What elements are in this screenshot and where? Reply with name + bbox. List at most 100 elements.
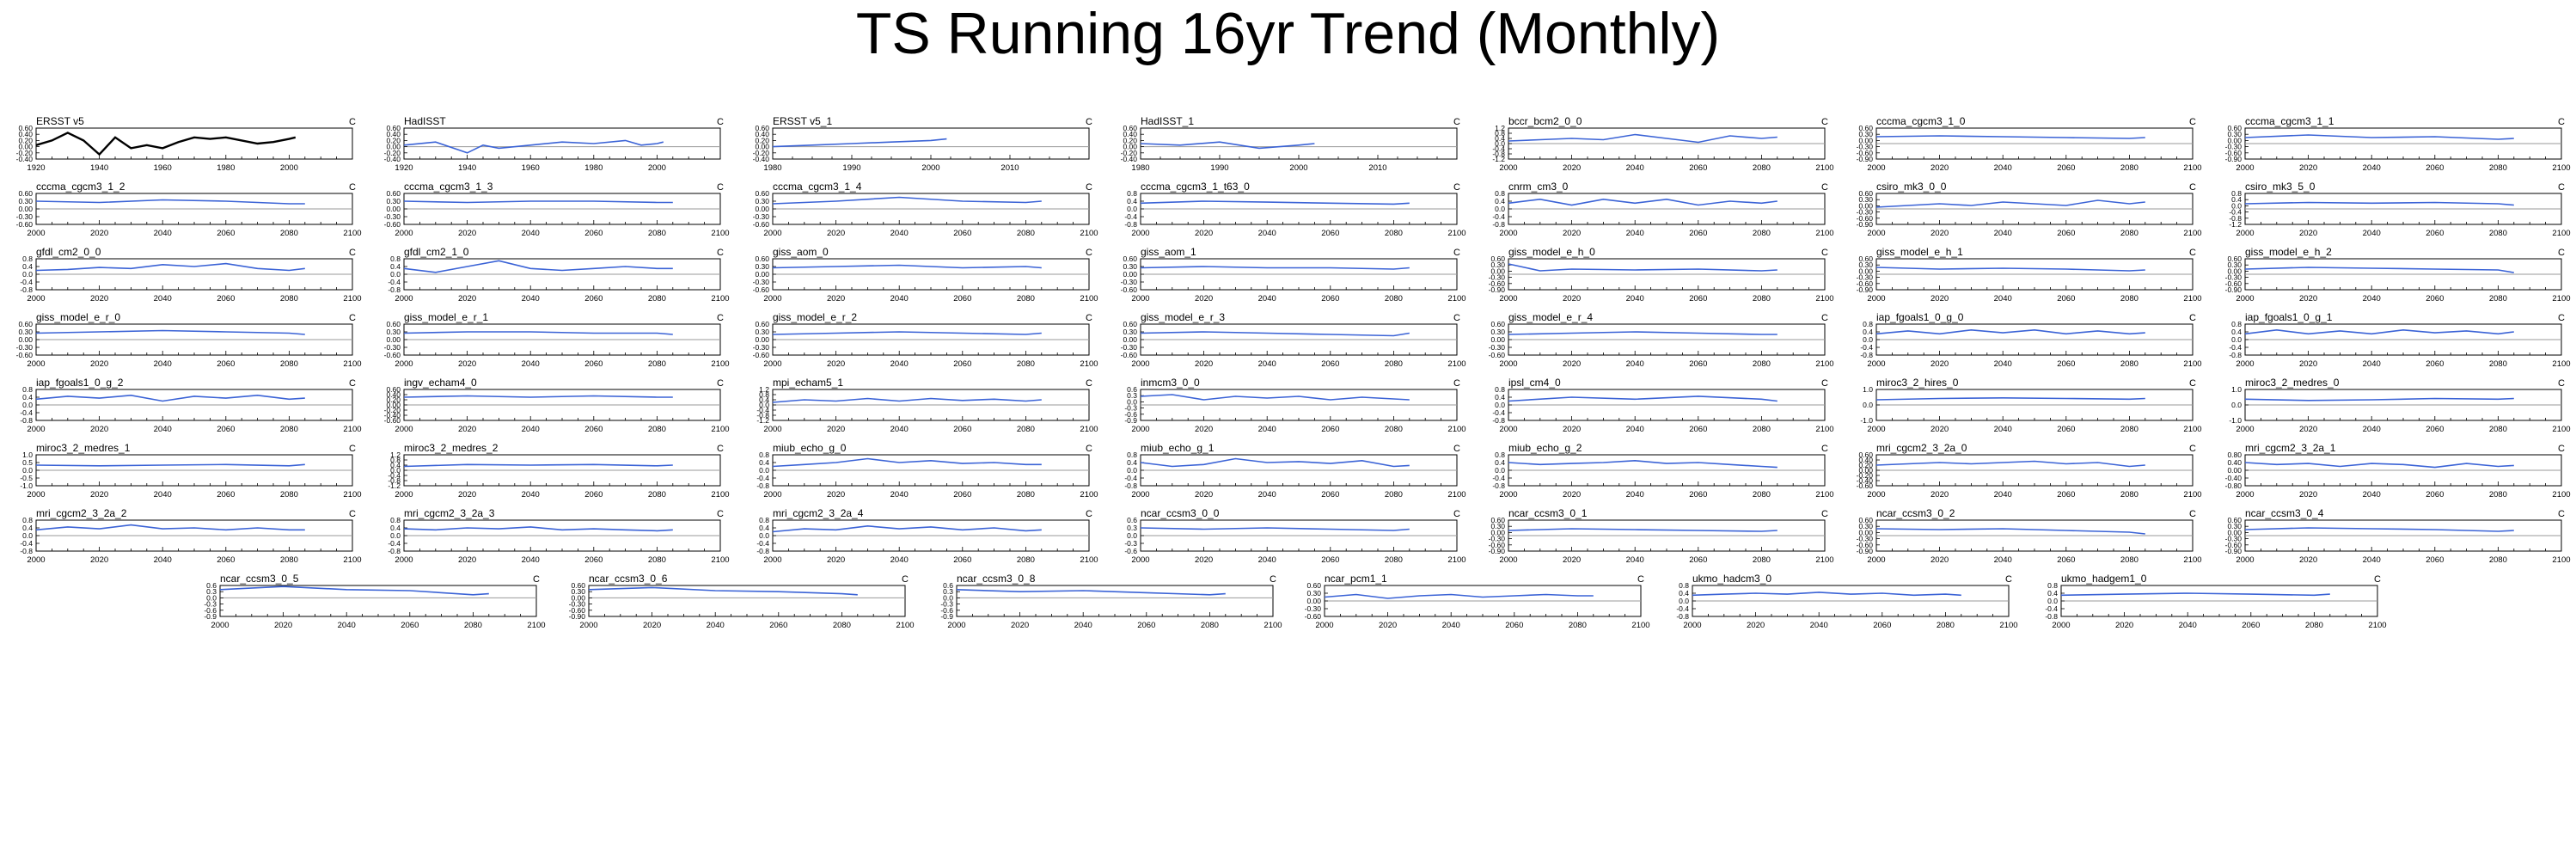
panel: miroc3_2_medres_2 C 1.20.80.40.0-0.4-0.8-1… [388,442,729,500]
y-tick-label: -0.4 [2229,343,2242,352]
x-tick-label: 2060 [217,359,235,369]
x-tick-label: 2020 [827,425,845,434]
series-line [1875,528,2145,535]
y-tick-label: -0.30 [2225,273,2243,282]
x-tick-label: 2000 [27,425,45,434]
panel: giss_model_e_h_1 C 0.600.300.00-0.30-0.60-… [1857,246,2202,303]
x-tick-label: 2000 [211,621,229,630]
x-tick-label: 2080 [1753,555,1771,565]
y-tick-label: 0.0 [2231,335,2242,344]
y-tick-label: -0.60 [1489,541,1506,549]
x-tick-label: 2000 [1131,359,1149,369]
plot-frame [956,585,1274,617]
y-tick-label: -0.60 [2225,541,2243,549]
panel: mri_cgcm2_3_2a_1 C0.800.400.00-0.40-0.802… [2225,442,2571,500]
x-tick-label: 2040 [338,621,356,630]
panel: giss_model_e_r_2 C0.600.300.00-0.30-0.602… [753,311,1098,369]
x-tick-label: 2020 [90,425,108,434]
x-tick-label: 2000 [27,294,45,303]
y-tick-label: -0.9 [1124,416,1137,425]
units-label: C [2374,574,2381,585]
plot-frame [35,127,353,160]
y-tick-label: 0.8 [1495,129,1505,138]
series-line [772,397,1042,403]
x-tick-label: 2100 [1447,359,1465,369]
y-tick-label: 0.60 [1490,516,1505,524]
panel: cccma_cgcm3_1_2 C0.600.300.00-0.30-0.6020… [16,181,362,238]
series-line [35,524,305,531]
panel: HadISST_1 C 0.600.400.200.00-0.20-0.401980… [1121,115,1460,173]
x-tick-label: 2040 [1626,490,1644,500]
x-tick-label: 2080 [648,359,666,369]
y-tick-label: 0.8 [390,456,401,464]
y-tick-label: -0.4 [2229,208,2242,217]
y-tick-label: -0.90 [1857,220,1874,229]
x-tick-label: 2060 [1873,621,1891,630]
units-label: C [1453,182,1460,193]
panel-title: mri_cgcm2_3_2a_2 [36,507,127,519]
y-tick-label: -0.9 [940,612,953,621]
y-tick-label: 0.60 [1858,124,1873,132]
panel-title: iap_fgoals1_0_g_0 [1876,311,1964,323]
y-tick-label: 0.4 [1127,458,1137,467]
x-tick-label: 2060 [1321,294,1339,303]
x-tick-label: 2060 [1321,555,1339,565]
y-tick-label: 0.00 [1490,267,1505,275]
units-label: C [1821,117,1828,127]
y-tick-label: 0.30 [386,328,401,336]
x-tick-label: 2000 [648,163,666,173]
panel-title: ukmo_hadgem1_0 [2061,573,2147,585]
y-tick-label: 0.30 [2227,261,2242,269]
panel-title: ncar_ccsm3_0_2 [1876,507,1955,519]
y-tick-label: -0.40 [2225,474,2243,482]
y-tick-label: 0.60 [2227,516,2242,524]
x-tick-label: 2000 [1499,555,1517,565]
y-tick-label: 0.0 [390,466,401,475]
x-tick-label: 2080 [280,294,298,303]
series-line [1324,593,1594,599]
y-tick-label: 0.00 [386,335,401,344]
x-tick-label: 2100 [2183,490,2201,500]
units-label: C [717,378,724,389]
y-tick-label: 0.60 [1306,581,1321,590]
y-tick-label: -0.30 [1489,273,1506,282]
units-label: C [1453,509,1460,519]
y-tick-label: -0.60 [1305,612,1322,621]
y-tick-label: -1.2 [388,481,401,490]
x-tick-label: 2080 [1017,425,1035,434]
series-line [772,264,1042,269]
units-label: C [2189,313,2196,323]
x-tick-label: 2080 [2120,359,2139,369]
x-tick-label: 2080 [2489,359,2507,369]
x-tick-label: 2080 [2120,425,2139,434]
y-tick-label: -0.40 [1121,155,1138,163]
x-tick-label: 2020 [827,294,845,303]
y-tick-label: -0.4 [388,471,401,480]
y-tick-label: -0.60 [1857,149,1874,157]
x-tick-label: 2020 [827,359,845,369]
x-tick-label: 2040 [1626,163,1644,173]
y-tick-label: 0.00 [18,335,33,344]
y-tick-label: 0.0 [1127,531,1137,540]
y-tick-label: 0.60 [18,124,33,132]
x-tick-label: 2100 [2552,229,2570,238]
x-tick-label: 2040 [2363,555,2381,565]
y-tick-label: -0.60 [384,416,401,425]
y-tick-label: 0.30 [1123,262,1137,271]
panel-title: cccma_cgcm3_1_3 [404,181,493,193]
x-tick-label: 2040 [890,490,909,500]
panel-title: cccma_cgcm3_1_4 [773,181,862,193]
x-tick-label: 2080 [2489,229,2507,238]
units-label: C [717,444,724,454]
y-tick-label: 0.0 [1863,335,1873,344]
y-tick-label: -0.30 [753,343,770,352]
y-tick-label: -0.8 [1124,481,1137,490]
x-tick-label: 2000 [2052,621,2070,630]
x-tick-label: 2060 [2242,621,2260,630]
units-label: C [717,117,724,127]
units-label: C [2189,378,2196,389]
